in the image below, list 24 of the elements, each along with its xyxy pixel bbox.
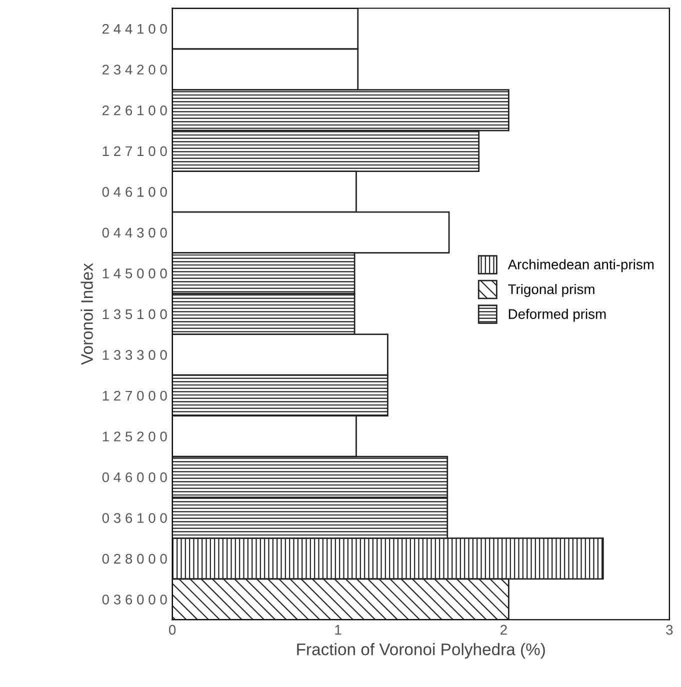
y-tick-label: 2 2 6 1 0 0 bbox=[102, 105, 167, 116]
x-tick-label: 0 bbox=[168, 624, 176, 635]
x-tick-label: 1 bbox=[335, 625, 342, 635]
x-tick-label: 3 bbox=[666, 624, 673, 635]
y-tick-label: 0 3 6 0 0 0 bbox=[102, 594, 167, 604]
legend-label: Trigonal prism bbox=[508, 284, 594, 297]
y-tick-label: 1 4 5 0 0 0 bbox=[102, 268, 167, 278]
x-axis-title: Fraction of Voronoi Polyhedra (%) bbox=[297, 643, 545, 659]
y-tick-label: 0 2 8 0 0 0 bbox=[102, 554, 167, 564]
y-tick-label: 2 3 4 2 0 0 bbox=[102, 64, 167, 75]
y-tick-label: 1 2 7 1 0 0 bbox=[102, 146, 167, 156]
y-tick-label: 0 3 6 1 0 0 bbox=[102, 513, 167, 523]
y-tick-label: 1 2 5 2 0 0 bbox=[102, 432, 167, 442]
y-tick-label: 0 4 6 1 0 0 bbox=[102, 187, 167, 197]
legend-label: Deformed prism bbox=[508, 308, 606, 322]
y-tick-label: 1 3 5 1 0 0 bbox=[102, 309, 167, 320]
y-axis-title: Voronoi Index bbox=[80, 263, 93, 365]
y-tick-label: 1 2 7 0 0 0 bbox=[102, 390, 167, 401]
y-tick-label: 0 4 6 0 0 0 bbox=[102, 472, 167, 482]
y-tick-label: 1 3 3 3 0 0 bbox=[102, 350, 167, 360]
x-tick-label: 2 bbox=[500, 624, 507, 635]
y-tick-label: 0 4 4 3 0 0 bbox=[102, 228, 167, 238]
legend-label: Archimedean anti-prism bbox=[508, 259, 654, 272]
y-tick-label: 2 4 4 1 0 0 bbox=[102, 24, 167, 34]
